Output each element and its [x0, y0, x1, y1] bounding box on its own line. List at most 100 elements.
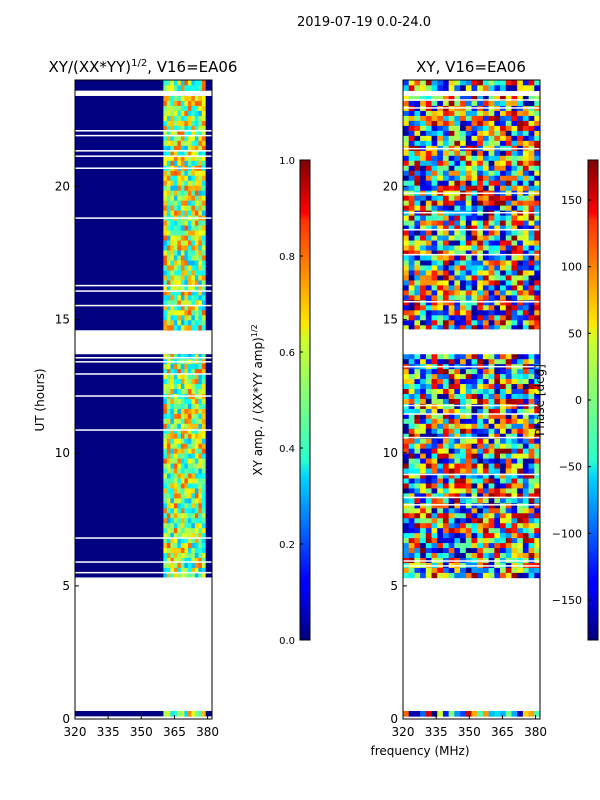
- panel2-cell: [420, 528, 427, 534]
- panel2-cell: [442, 215, 449, 221]
- panel2-cell: [517, 325, 524, 331]
- panel2-cell: [442, 115, 449, 122]
- panel2-cell: [482, 320, 489, 326]
- panel2-cell: [471, 374, 478, 380]
- panel1-cell: [180, 280, 185, 286]
- panel2-cell: [437, 230, 444, 236]
- panel1-cell: [187, 354, 192, 360]
- panel2-cell: [448, 160, 455, 167]
- panel1-cell: [191, 711, 196, 717]
- panel1-cell: [198, 533, 203, 539]
- panel1-cell: [177, 295, 182, 301]
- panel1-cell: [198, 498, 203, 504]
- panel2-cell: [465, 115, 472, 122]
- panel2-cell: [448, 225, 455, 231]
- panel2-cell: [534, 310, 541, 316]
- panel1-cell: [166, 275, 171, 281]
- panel1-cell: [184, 438, 189, 444]
- panel2-cell: [414, 503, 421, 509]
- panel2-cell: [437, 473, 444, 479]
- panel2-cell: [482, 155, 489, 162]
- panel1-cell: [191, 438, 196, 444]
- flag-gap: [75, 537, 212, 539]
- panel1-cell: [198, 513, 203, 519]
- panel2-cell: [500, 473, 507, 479]
- panel2-cell: [465, 185, 472, 191]
- panel2-cell: [408, 215, 415, 221]
- panel2-cell: [442, 448, 449, 454]
- panel1-cell: [180, 413, 185, 420]
- panel2-cell: [454, 275, 461, 281]
- panel2-cell: [511, 567, 518, 574]
- panel2-cell: [477, 493, 484, 499]
- panel2-cell: [420, 403, 427, 410]
- panel2-cell: [482, 95, 489, 102]
- panel2-cell: [414, 538, 421, 544]
- panel2-cell: [488, 180, 495, 187]
- panel2-cell: [437, 379, 444, 385]
- panel2-cell: [460, 389, 467, 395]
- panel2-cell: [425, 110, 432, 117]
- panel1-cell: [173, 170, 178, 177]
- panel2-cell: [505, 458, 512, 464]
- panel1-cell: [201, 260, 206, 266]
- panel2-cell: [522, 518, 529, 524]
- panel2-cell: [454, 300, 461, 306]
- flag-gap: [403, 504, 540, 506]
- panel2-cell: [482, 275, 489, 281]
- panel2-cell: [471, 398, 478, 405]
- panel2-cell: [494, 95, 501, 102]
- panel2-cell: [517, 369, 524, 375]
- panel1-cell: [163, 265, 168, 271]
- panel1-cell: [191, 210, 196, 216]
- panel2-cell: [414, 165, 421, 172]
- y-tick-label: 0: [62, 712, 70, 726]
- panel1-cell: [163, 478, 168, 484]
- panel1-cell: [184, 488, 189, 494]
- panel2-cell: [511, 80, 518, 86]
- panel2-cell: [494, 389, 501, 395]
- panel2-cell: [488, 553, 495, 559]
- panel2-cell: [448, 384, 455, 390]
- panel2-cell: [460, 538, 467, 544]
- panel1-cell: [177, 95, 182, 102]
- panel2-cell: [477, 185, 484, 191]
- panel1-cell: [191, 150, 196, 157]
- panel2-cell: [500, 275, 507, 281]
- panel2-cell: [431, 310, 438, 316]
- panel2-cell: [431, 245, 438, 251]
- panel2-cell: [414, 180, 421, 187]
- panel2-cell: [437, 260, 444, 266]
- panel1-cell: [191, 240, 196, 246]
- panel2-cell: [534, 305, 541, 311]
- panel2-cell: [522, 295, 529, 301]
- panel1-cell: [166, 543, 171, 549]
- panel2-cell: [505, 300, 512, 306]
- panel2-cell: [511, 463, 518, 469]
- panel1-cell: [191, 230, 196, 236]
- panel2-cell: [437, 548, 444, 554]
- panel1-cell: [191, 280, 196, 286]
- panel2-cell: [494, 115, 501, 122]
- panel2-cell: [437, 235, 444, 241]
- panel2-cell: [477, 543, 484, 549]
- panel2-cell: [494, 553, 501, 559]
- panel1-cell: [191, 379, 196, 385]
- panel2-cell: [505, 110, 512, 117]
- panel1-cell: [184, 473, 189, 479]
- panel2-cell: [414, 389, 421, 395]
- panel1-cell: [198, 320, 203, 326]
- panel1-cell: [184, 468, 189, 474]
- panel1-cell: [163, 295, 168, 301]
- panel2-cell: [477, 528, 484, 534]
- panel2-cell: [454, 315, 461, 321]
- panel1-cell: [177, 478, 182, 484]
- panel2-cell: [482, 453, 489, 459]
- panel1-cell: [201, 305, 206, 311]
- panel1-cell: [198, 185, 203, 191]
- panel2-cell: [442, 155, 449, 162]
- panel2-cell: [488, 428, 495, 435]
- panel2-cell: [494, 250, 501, 256]
- panel2-cell: [448, 443, 455, 449]
- panel2-cell: [448, 478, 455, 484]
